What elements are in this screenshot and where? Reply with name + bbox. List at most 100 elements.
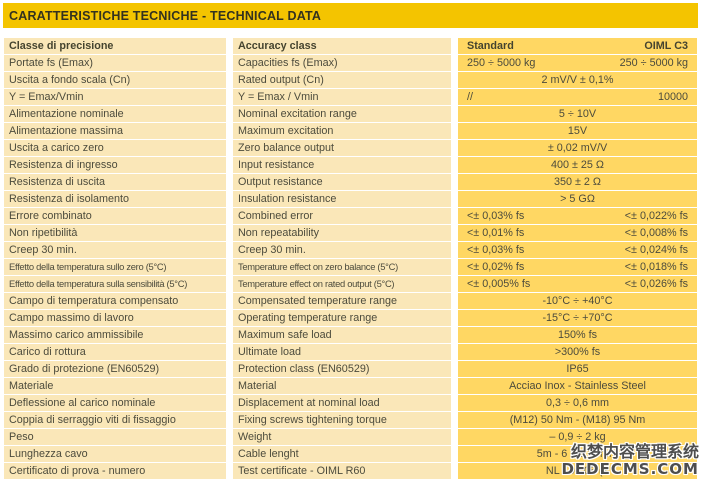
value-standard: <± 0,02% fs xyxy=(467,261,525,273)
value-oiml-c3: <± 0,022% fs xyxy=(624,210,688,222)
cell-italian-label: Campo massimo di lavoro xyxy=(4,310,226,326)
cell-italian-label: Carico di rottura xyxy=(4,344,226,360)
cell-value: 150% fs xyxy=(458,327,697,343)
table-row: Non ripetibilità Non repeatability <± 0,01… xyxy=(4,225,697,241)
table-row: Resistenza di ingresso Input resistance 40… xyxy=(4,157,697,173)
cell-value: IP65 xyxy=(458,361,697,377)
cell-english-label: Combined error xyxy=(233,208,451,224)
cell-value: -15°C ÷ +70°C xyxy=(458,310,697,326)
cell-english-label: Non repeatability xyxy=(233,225,451,241)
cell-english-label: Ultimate load xyxy=(233,344,451,360)
cell-english-label: Maximum safe load xyxy=(233,327,451,343)
table-row: Alimentazione nominale Nominal excitation… xyxy=(4,106,697,122)
cell-english-label: Material xyxy=(233,378,451,394)
value-oiml-c3: <± 0,018% fs xyxy=(624,261,688,273)
cell-italian-label: Errore combinato xyxy=(4,208,226,224)
cell-italian-label: Effetto della temperatura sulla sensibil… xyxy=(4,276,226,292)
table-row: Campo di temperatura compensato Compensat… xyxy=(4,293,697,309)
cell-italian-label: Coppia di serraggio viti di fissaggio xyxy=(4,412,226,428)
table-row: Certificato di prova - numero Test certif… xyxy=(4,463,697,479)
header-accuracy-class-english: Accuracy class xyxy=(233,38,451,54)
cell-english-label: Compensated temperature range xyxy=(233,293,451,309)
cell-value: 0,3 ÷ 0,6 mm xyxy=(458,395,697,411)
cell-value: NL - 98.08 (T xyxy=(458,463,697,479)
cell-english-label: Output resistance xyxy=(233,174,451,190)
cell-english-label: Y = Emax / Vmin xyxy=(233,89,451,105)
table-body: Portate fs (Emax) Capacities fs (Emax) 250… xyxy=(4,55,697,479)
value-oiml-c3: 250 ÷ 5000 kg xyxy=(619,57,688,69)
value-standard: // xyxy=(467,91,473,103)
page-title: CARATTERISTICHE TECNICHE - TECHNICAL DAT… xyxy=(9,8,322,23)
table-row: Coppia di serraggio viti di fissaggio Fix… xyxy=(4,412,697,428)
table-row: Portate fs (Emax) Capacities fs (Emax) 250… xyxy=(4,55,697,71)
table-row: Materiale Material Acciao Inox - Stainless… xyxy=(4,378,697,394)
cell-value: >300% fs xyxy=(458,344,697,360)
cell-value: 5m - 6 x 0,1 mm² xyxy=(458,446,697,462)
cell-english-label: Weight xyxy=(233,429,451,445)
table-row: Carico di rottura Ultimate load >300% fs xyxy=(4,344,697,360)
cell-english-label: Protection class (EN60529) xyxy=(233,361,451,377)
value-standard: <± 0,01% fs xyxy=(467,227,525,239)
table-row: Massimo carico ammissibile Maximum safe l… xyxy=(4,327,697,343)
cell-italian-label: Uscita a fondo scala (Cn) xyxy=(4,72,226,88)
header-accuracy-class-italian: Classe di precisione xyxy=(4,38,226,54)
table-row: Y = Emax/Vmin Y = Emax / Vmin // 10000 xyxy=(4,89,697,105)
cell-value: Acciao Inox - Stainless Steel xyxy=(458,378,697,394)
cell-english-label: Zero balance output xyxy=(233,140,451,156)
cell-english-label: Test certificate - OIML R60 xyxy=(233,463,451,479)
value-standard: <± 0,03% fs xyxy=(467,244,525,256)
cell-italian-label: Resistenza di isolamento xyxy=(4,191,226,207)
value-standard: <± 0,03% fs xyxy=(467,210,525,222)
value-oiml-c3: 10000 xyxy=(657,91,688,103)
cell-value: (M12) 50 Nm - (M18) 95 Nm xyxy=(458,412,697,428)
cell-italian-label: Effetto della temperatura sullo zero (5°… xyxy=(4,259,226,275)
cell-italian-label: Grado di protezione (EN60529) xyxy=(4,361,226,377)
cell-italian-label: Campo di temperatura compensato xyxy=(4,293,226,309)
table-row: Resistenza di uscita Output resistance 350… xyxy=(4,174,697,190)
cell-value: > 5 GΩ xyxy=(458,191,697,207)
cell-italian-label: Massimo carico ammissibile xyxy=(4,327,226,343)
cell-english-label: Cable lenght xyxy=(233,446,451,462)
table-header-row: Classe di precisione Accuracy class Stan… xyxy=(4,38,697,54)
cell-italian-label: Y = Emax/Vmin xyxy=(4,89,226,105)
cell-italian-label: Creep 30 min. xyxy=(4,242,226,258)
value-standard: 250 ÷ 5000 kg xyxy=(467,57,536,69)
cell-english-label: Temperature effect on rated output (5°C) xyxy=(233,276,451,292)
cell-value: 250 ÷ 5000 kg 250 ÷ 5000 kg xyxy=(458,55,697,71)
cell-value: – 0,9 ÷ 2 kg xyxy=(458,429,697,445)
cell-value: ± 0,02 mV/V xyxy=(458,140,697,156)
cell-english-label: Creep 30 min. xyxy=(233,242,451,258)
cell-italian-label: Non ripetibilità xyxy=(4,225,226,241)
cell-value: 5 ÷ 10V xyxy=(458,106,697,122)
cell-value: // 10000 xyxy=(458,89,697,105)
cell-value: <± 0,01% fs <± 0,008% fs xyxy=(458,225,697,241)
cell-value: 2 mV/V ± 0,1% xyxy=(458,72,697,88)
table-row: Lunghezza cavo Cable lenght 5m - 6 x 0,1 m… xyxy=(4,446,697,462)
value-standard: <± 0,005% fs xyxy=(467,278,531,290)
cell-italian-label: Alimentazione nominale xyxy=(4,106,226,122)
technical-data-table: Classe di precisione Accuracy class Stan… xyxy=(4,38,697,480)
cell-value: -10°C ÷ +40°C xyxy=(458,293,697,309)
page-title-banner: CARATTERISTICHE TECNICHE - TECHNICAL DAT… xyxy=(3,3,698,28)
cell-italian-label: Portate fs (Emax) xyxy=(4,55,226,71)
table-row: Deflessione al carico nominale Displaceme… xyxy=(4,395,697,411)
cell-value: <± 0,005% fs <± 0,026% fs xyxy=(458,276,697,292)
cell-italian-label: Resistenza di uscita xyxy=(4,174,226,190)
cell-italian-label: Deflessione al carico nominale xyxy=(4,395,226,411)
table-row: Creep 30 min. Creep 30 min. <± 0,03% fs <± … xyxy=(4,242,697,258)
value-oiml-c3: <± 0,024% fs xyxy=(624,244,688,256)
cell-value: 400 ± 25 Ω xyxy=(458,157,697,173)
cell-italian-label: Uscita a carico zero xyxy=(4,140,226,156)
header-value-columns: Standard OIML C3 xyxy=(458,38,697,54)
cell-english-label: Fixing screws tightening torque xyxy=(233,412,451,428)
cell-english-label: Temperature effect on zero balance (5°C) xyxy=(233,259,451,275)
table-row: Effetto della temperatura sullo zero (5°… xyxy=(4,259,697,275)
cell-italian-label: Alimentazione massima xyxy=(4,123,226,139)
cell-italian-label: Certificato di prova - numero xyxy=(4,463,226,479)
table-row: Uscita a fondo scala (Cn) Rated output (C… xyxy=(4,72,697,88)
cell-value: <± 0,03% fs <± 0,022% fs xyxy=(458,208,697,224)
header-oiml-c3: OIML C3 xyxy=(644,40,688,52)
table-row: Resistenza di isolamento Insulation resis… xyxy=(4,191,697,207)
cell-italian-label: Resistenza di ingresso xyxy=(4,157,226,173)
cell-value: <± 0,02% fs <± 0,018% fs xyxy=(458,259,697,275)
